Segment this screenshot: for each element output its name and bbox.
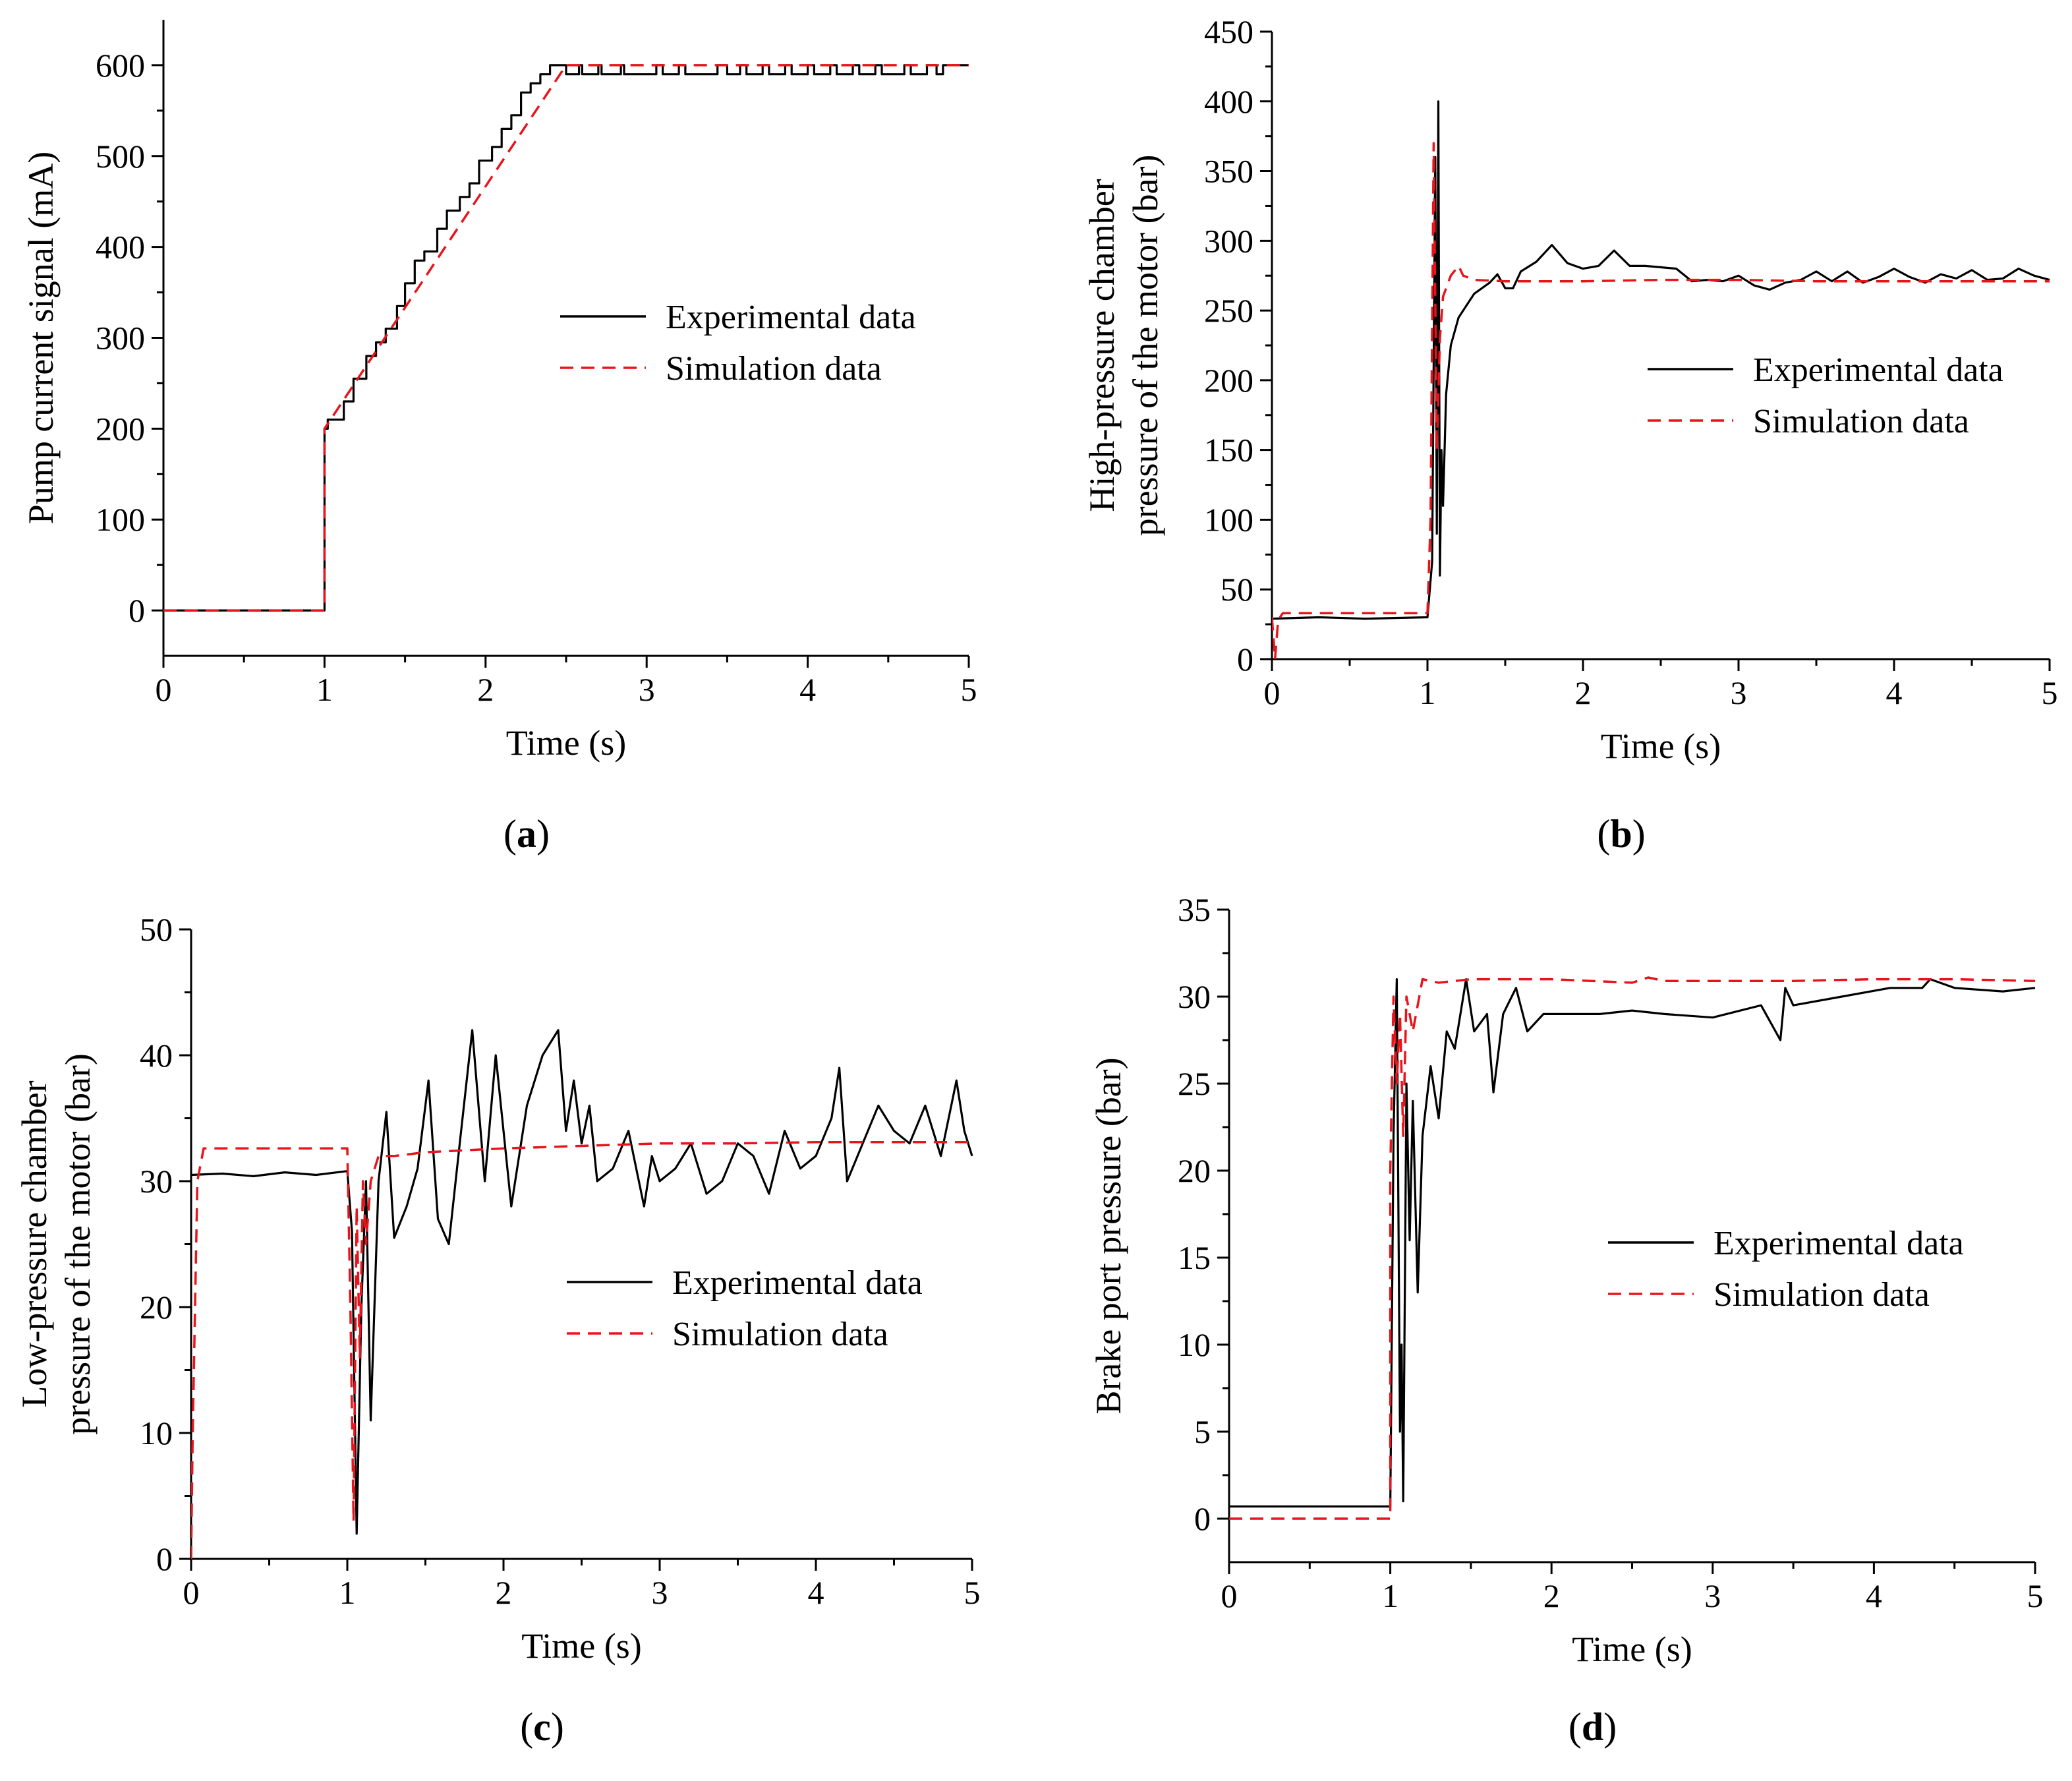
x-tick-label: 1 <box>339 1574 356 1611</box>
x-tick-label: 2 <box>1575 674 1592 711</box>
y-tick-label: 0 <box>1237 641 1253 678</box>
y-tick-label: 5 <box>1194 1413 1211 1450</box>
y-tick-label: 200 <box>1204 362 1253 399</box>
panel-label: (a) <box>504 812 550 856</box>
legend-label: Simulation data <box>1713 1276 1930 1314</box>
y-tick-label: 200 <box>96 410 145 447</box>
x-tick-label: 5 <box>961 671 977 708</box>
y-tick-label: 100 <box>96 501 145 538</box>
legend-label: Experimental data <box>1753 351 2003 389</box>
x-tick-label: 1 <box>1382 1577 1398 1614</box>
panel-label: (b) <box>1597 812 1645 856</box>
y-tick-label: 35 <box>1178 891 1211 928</box>
panel-letter: d <box>1582 1705 1603 1749</box>
y-tick-label: 450 <box>1204 13 1253 50</box>
x-tick-label: 3 <box>1704 1577 1721 1614</box>
y-tick-label: 20 <box>1178 1152 1211 1189</box>
series-line-experimental <box>163 64 969 612</box>
panel-label: (c) <box>520 1705 564 1749</box>
x-tick-label: 0 <box>1221 1577 1238 1614</box>
x-tick-label: 4 <box>1866 1577 1882 1614</box>
y-tick-label: 10 <box>140 1415 173 1451</box>
y-axis-title: pressure of the motor (bar) <box>58 1053 98 1435</box>
series-line-experimental <box>191 1029 973 1535</box>
x-tick-label: 1 <box>1420 674 1436 711</box>
x-tick-label: 5 <box>964 1574 981 1611</box>
chart-panel-d: 0 1 2 3 4 5 0 5 10 15 20 25 30 35 Time (s) Brake port p… <box>1089 891 2044 1749</box>
y-tick-label: 500 <box>96 138 145 175</box>
x-tick-label: 3 <box>652 1574 668 1611</box>
y-tick-label: 25 <box>1178 1065 1211 1102</box>
x-tick-label: 3 <box>1731 674 1747 711</box>
x-tick-label: 0 <box>156 671 172 708</box>
y-axis-title: Pump current signal (mA) <box>21 152 61 524</box>
x-tick-label: 2 <box>496 1574 512 1611</box>
y-tick-label: 30 <box>1178 978 1211 1015</box>
y-tick-label: 20 <box>140 1289 173 1326</box>
y-axis-title: Low-pressure chamber <box>14 1080 54 1407</box>
y-axis-title: pressure of the motor (bar) <box>1126 155 1165 537</box>
y-axis-title: Brake port pressure (bar) <box>1089 1057 1128 1414</box>
panel-letter: a <box>517 812 536 856</box>
legend-label: Experimental data <box>1713 1225 1964 1262</box>
panel-label: (d) <box>1568 1705 1617 1749</box>
y-tick-label: 0 <box>129 592 145 629</box>
y-tick-label: 150 <box>1204 432 1253 469</box>
x-tick-label: 4 <box>799 671 816 708</box>
x-tick-label: 2 <box>1543 1577 1560 1614</box>
y-tick-label: 600 <box>96 47 145 84</box>
y-tick-label: 400 <box>96 229 145 266</box>
x-tick-label: 0 <box>183 1574 200 1611</box>
series-line-simulation <box>163 64 969 612</box>
chart-panel-a: 0 1 2 3 4 5 0 100 200 300 400 500 600 Time (s) Pump cu… <box>21 20 977 856</box>
x-tick-label: 5 <box>2042 674 2058 711</box>
y-tick-label: 30 <box>140 1163 173 1200</box>
legend-label: Simulation data <box>1753 403 1969 440</box>
legend-label: Experimental data <box>672 1264 923 1302</box>
legend-label: Experimental data <box>666 299 916 336</box>
y-axis-title: High-pressure chamber <box>1082 179 1122 511</box>
x-tick-label: 4 <box>808 1574 824 1611</box>
x-tick-label: 2 <box>477 671 494 708</box>
y-tick-label: 15 <box>1178 1239 1211 1276</box>
y-tick-label: 350 <box>1204 153 1253 190</box>
x-tick-label: 4 <box>1886 674 1903 711</box>
y-tick-label: 0 <box>156 1540 173 1577</box>
y-tick-label: 10 <box>1178 1326 1211 1363</box>
y-tick-label: 0 <box>1194 1500 1211 1537</box>
y-tick-label: 50 <box>140 911 173 948</box>
y-tick-label: 250 <box>1204 292 1253 329</box>
x-axis-title: Time (s) <box>506 723 627 763</box>
y-tick-label: 300 <box>1204 222 1253 259</box>
y-tick-label: 40 <box>140 1037 173 1074</box>
legend-label: Simulation data <box>666 350 882 388</box>
x-tick-label: 5 <box>2027 1577 2044 1614</box>
x-tick-label: 1 <box>316 671 333 708</box>
x-axis-title: Time (s) <box>1572 1629 1692 1669</box>
series-line-simulation <box>1229 976 2036 1520</box>
series-line-simulation <box>191 1141 972 1559</box>
x-axis-title: Time (s) <box>1601 726 1721 766</box>
panel-letter: b <box>1610 812 1632 856</box>
panel-letter: c <box>533 1705 551 1749</box>
x-tick-label: 3 <box>639 671 655 708</box>
legend-label: Simulation data <box>672 1316 888 1353</box>
x-tick-label: 0 <box>1264 674 1281 711</box>
series-line-simulation <box>1272 142 2050 659</box>
y-tick-label: 50 <box>1221 571 1253 608</box>
y-tick-label: 100 <box>1204 501 1253 538</box>
y-tick-label: 300 <box>96 320 145 357</box>
x-axis-title: Time (s) <box>521 1626 642 1666</box>
series-line-experimental <box>1229 978 2036 1508</box>
series-line-experimental <box>1272 100 2050 620</box>
y-tick-label: 400 <box>1204 83 1253 120</box>
